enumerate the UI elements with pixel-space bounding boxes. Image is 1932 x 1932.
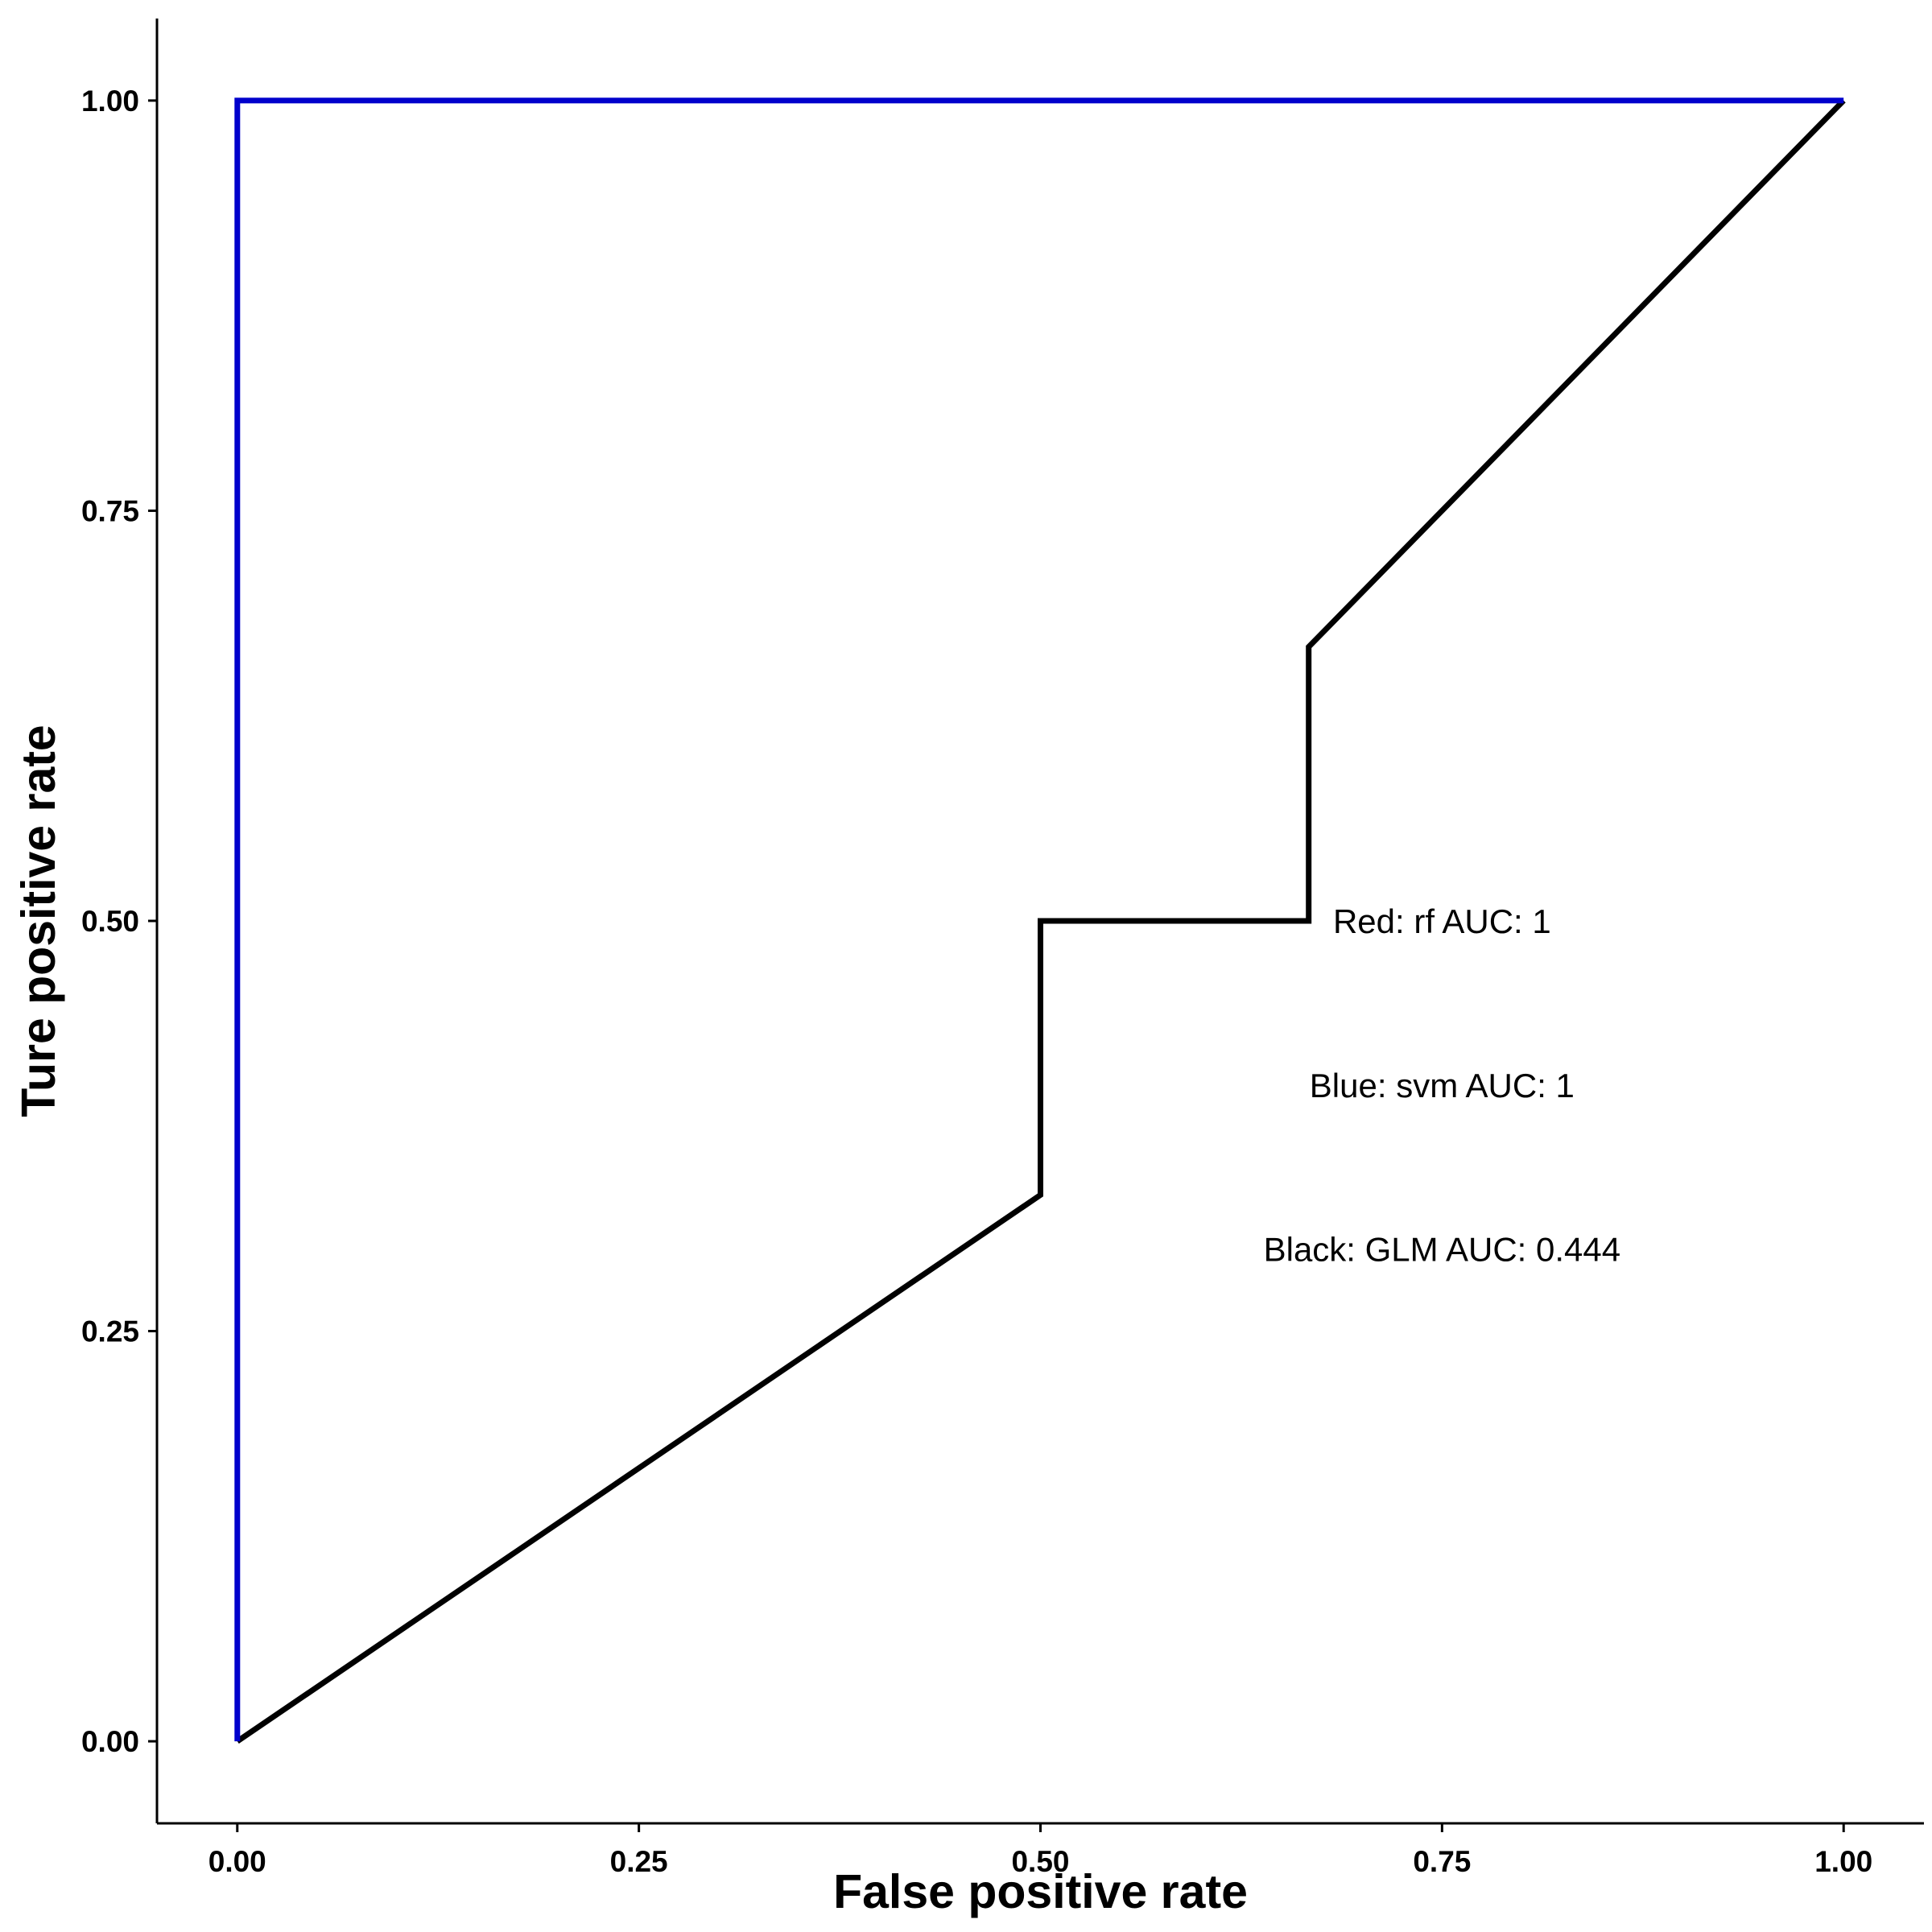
y-tick-label: 0.00 [81, 1725, 139, 1758]
x-tick-label: 0.25 [610, 1845, 668, 1878]
x-tick-label: 0.75 [1413, 1845, 1471, 1878]
y-tick-label: 1.00 [81, 85, 139, 118]
svm-roc-line [234, 97, 1844, 1742]
y-axis-ticks: 0.00 0.25 0.50 0.75 1.00 [81, 85, 157, 1758]
auc-annotation: Red: rf AUC: 1 [1333, 902, 1551, 940]
x-axis-ticks: 0.00 0.25 0.50 0.75 1.00 [208, 1823, 1872, 1878]
y-tick-label: 0.75 [81, 494, 139, 527]
x-axis-title: False positive rate [833, 1865, 1248, 1918]
y-tick-label: 0.25 [81, 1315, 139, 1348]
annotation-layer: Red: rf AUC: 1 Blue: svm AUC: 1 Black: GLM… [1264, 902, 1621, 1269]
glm-roc-line [235, 98, 1846, 1744]
series-layer [234, 97, 1846, 1744]
y-tick-label: 0.50 [81, 905, 139, 938]
x-tick-label: 0.00 [208, 1845, 266, 1878]
y-axis-title: Ture positive rate [12, 724, 65, 1117]
auc-annotation: Black: GLM AUC: 0.444 [1264, 1231, 1621, 1269]
x-tick-label: 0.50 [1011, 1845, 1069, 1878]
auc-annotation: Blue: svm AUC: 1 [1310, 1067, 1575, 1104]
x-tick-label: 1.00 [1814, 1845, 1872, 1878]
